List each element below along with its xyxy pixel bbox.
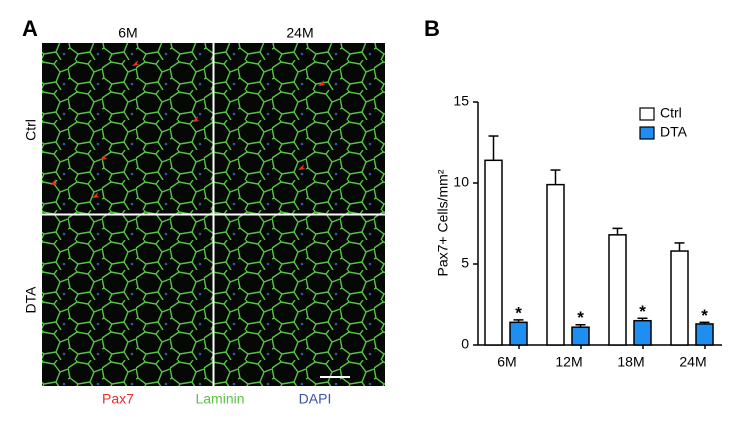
significance-label: * — [515, 303, 522, 322]
legend-label: Ctrl — [660, 105, 682, 121]
bar — [571, 326, 590, 346]
stain-label: Pax7 — [102, 391, 134, 407]
panel-label: B — [424, 16, 440, 41]
x-tick-label: 12M — [555, 354, 582, 370]
bar — [670, 250, 689, 346]
significance-label: * — [577, 308, 584, 327]
bar — [695, 323, 714, 346]
bar — [608, 234, 627, 346]
x-tick-label: 18M — [617, 354, 644, 370]
column-label: 6M — [118, 25, 137, 41]
y-tick-label: 15 — [453, 93, 469, 109]
legend-swatch — [639, 126, 655, 140]
row-label: Ctrl — [23, 119, 39, 141]
y-tick-label: 0 — [461, 336, 469, 352]
y-tick-label: 10 — [453, 174, 469, 190]
y-tick-label: 5 — [461, 255, 469, 271]
legend-swatch — [639, 107, 655, 121]
arrows — [50, 60, 326, 198]
x-tick-label: 6M — [497, 354, 516, 370]
bar — [546, 183, 565, 346]
bar — [633, 319, 652, 346]
micrograph-panel: A 6M 24M Ctrl DTA — [22, 16, 385, 386]
bar — [484, 159, 503, 346]
column-label: 24M — [286, 25, 313, 41]
row-label: DTA — [23, 286, 39, 314]
stain-label: Laminin — [195, 391, 244, 407]
legend-label: DTA — [660, 124, 688, 140]
y-axis-label: Pax7+ Cells/mm² — [435, 169, 451, 276]
significance-label: * — [639, 302, 646, 321]
x-tick-label: 24M — [679, 354, 706, 370]
significance-label: * — [701, 306, 708, 325]
panel-label: A — [22, 16, 38, 41]
stain-label: DAPI — [299, 391, 332, 407]
bar — [509, 321, 528, 346]
